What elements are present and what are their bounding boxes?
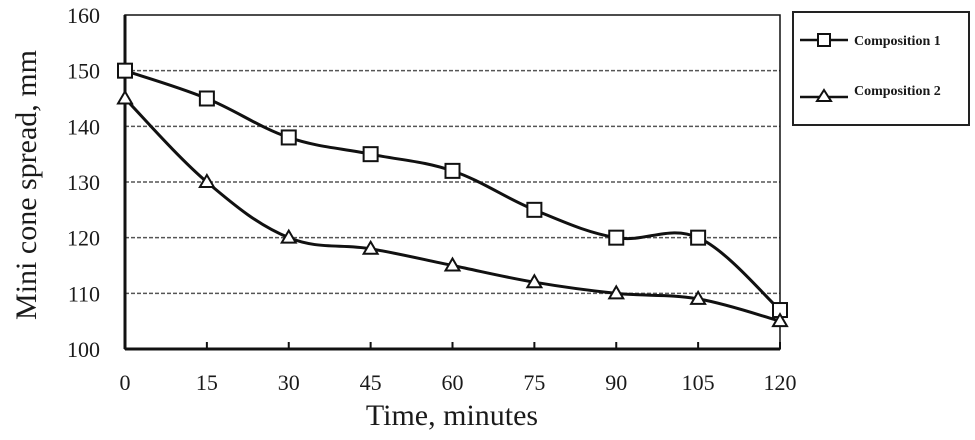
square-marker-icon [198, 90, 215, 107]
y-tick-label: 100 [67, 337, 100, 362]
square-marker-icon [280, 129, 297, 146]
x-tick-label: 45 [360, 370, 382, 395]
x-tick-label: 90 [605, 370, 627, 395]
triangle-marker-icon [525, 273, 544, 289]
square-marker-icon [526, 201, 543, 218]
triangle-marker-icon [198, 173, 216, 188]
y-tick-label: 150 [67, 59, 100, 84]
triangle-marker-icon [116, 89, 134, 105]
legend-box [792, 11, 970, 126]
x-tick-label: 75 [523, 370, 545, 395]
legend-label: Composition 2 [854, 84, 941, 99]
square-marker-icon [817, 33, 831, 47]
y-tick-label: 140 [67, 114, 100, 139]
y-axis-title: Mini cone spread, mm [10, 50, 43, 320]
y-tick-labels: 100 110 120 130 140 150 160 [67, 3, 100, 362]
triangle-marker-icon [443, 256, 462, 272]
x-tick-labels: 0 15 30 45 60 75 90 105 120 [120, 342, 797, 395]
triangle-marker-icon [815, 88, 833, 102]
triangle-marker-icon [771, 312, 789, 328]
y-tick-label: 120 [67, 226, 100, 251]
x-axis-title: Time, minutes [366, 399, 538, 432]
series-line-2 [123, 97, 781, 323]
square-marker-icon [444, 162, 461, 179]
gridlines [125, 69, 780, 295]
legend-label: Composition 1 [854, 34, 941, 49]
legend: Composition 1 Composition 2 [792, 11, 970, 126]
data-series [123, 69, 781, 323]
square-marker-icon [362, 146, 379, 163]
square-marker-icon [608, 229, 625, 246]
triangle-marker-icon [689, 289, 707, 305]
square-marker-icon [690, 229, 707, 246]
legend-item-composition-1: Composition 1 [800, 33, 941, 49]
x-tick-label: 30 [278, 370, 300, 395]
y-tick-label: 130 [67, 170, 100, 195]
square-marker-icon [117, 62, 133, 79]
x-tick-label: 105 [682, 370, 715, 395]
x-tick-label: 120 [764, 370, 797, 395]
y-tick-label: 160 [67, 3, 100, 28]
x-tick-label: 0 [120, 370, 131, 395]
triangle-marker-icon [280, 228, 298, 244]
series-line-1 [124, 69, 781, 312]
triangle-marker-icon [361, 239, 380, 255]
legend-item-composition-2: Composition 2 [800, 84, 941, 102]
x-tick-label: 60 [442, 370, 464, 395]
y-tick-label: 110 [68, 281, 100, 306]
data-markers [116, 62, 789, 328]
triangle-marker-icon [607, 284, 625, 300]
x-tick-label: 15 [196, 370, 218, 395]
